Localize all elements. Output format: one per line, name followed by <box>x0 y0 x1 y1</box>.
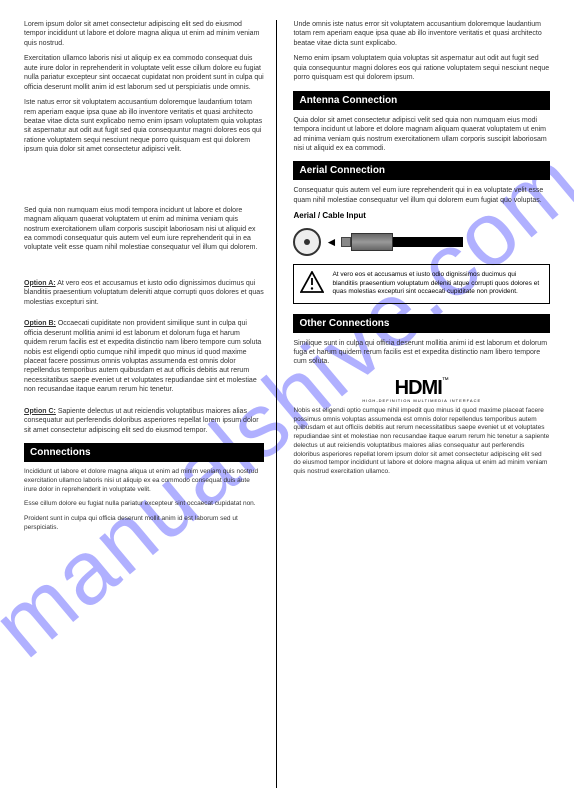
body-text: Iste natus error sit voluptatem accusant… <box>24 98 264 155</box>
body-text: Similique sunt in culpa qui officia dese… <box>293 339 550 367</box>
body-text: Nobis est eligendi optio cumque nihil im… <box>293 407 550 477</box>
body-text: Nemo enim ipsam voluptatem quia voluptas… <box>293 54 550 82</box>
warning-triangle-icon <box>300 271 324 293</box>
option-label: Option C: <box>24 408 56 415</box>
body-text: Sed quia non numquam eius modi tempora i… <box>24 206 264 253</box>
option-block: Option B: Occaecati cupiditate non provi… <box>24 319 264 395</box>
section-heading-bar: Antenna Connection <box>293 91 550 110</box>
coax-connector-illustration: ◄ <box>293 228 550 256</box>
option-block: Option A: At vero eos et accusamus et iu… <box>24 279 264 307</box>
section-heading-bar: Connections <box>24 443 264 462</box>
caution-box: At vero eos et accusamus et iusto odio d… <box>293 264 550 303</box>
caution-text: At vero eos et accusamus et iusto odio d… <box>332 271 543 296</box>
coax-plug-icon <box>341 233 463 251</box>
coax-port-icon <box>293 228 321 256</box>
section-heading-bar: Aerial Connection <box>293 161 550 180</box>
trademark-symbol: ™ <box>442 377 449 384</box>
body-text: Consequatur quis autem vel eum iure repr… <box>293 186 550 205</box>
left-column: Lorem ipsum dolor sit amet consectetur a… <box>24 20 276 788</box>
option-block: Option C: Sapiente delectus ut aut reici… <box>24 407 264 435</box>
option-label: Option B: <box>24 320 56 327</box>
body-text: Proident sunt in culpa qui officia deser… <box>24 515 264 533</box>
option-text: Sapiente delectus ut aut reiciendis volu… <box>24 408 259 434</box>
hdmi-logo: HDMI™ HIGH-DEFINITION MULTIMEDIA INTERFA… <box>293 377 550 403</box>
body-text: Quia dolor sit amet consectetur adipisci… <box>293 116 550 154</box>
body-text: Incididunt ut labore et dolore magna ali… <box>24 468 264 494</box>
document-page: Lorem ipsum dolor sit amet consectetur a… <box>0 0 574 808</box>
section-heading-bar: Other Connections <box>293 314 550 333</box>
right-column: Unde omnis iste natus error sit voluptat… <box>276 20 550 788</box>
hdmi-logo-text: HDMI <box>395 377 442 399</box>
hdmi-logo-subtitle: HIGH-DEFINITION MULTIMEDIA INTERFACE <box>293 398 550 403</box>
body-text: Exercitation ullamco laboris nisi ut ali… <box>24 54 264 92</box>
body-text: Unde omnis iste natus error sit voluptat… <box>293 20 550 48</box>
option-text: At vero eos et accusamus et iusto odio d… <box>24 280 264 306</box>
body-text: Esse cillum dolore eu fugiat nulla paria… <box>24 500 264 509</box>
body-text: Lorem ipsum dolor sit amet consectetur a… <box>24 20 264 48</box>
option-label: Option A: <box>24 280 56 287</box>
column-container: Lorem ipsum dolor sit amet consectetur a… <box>24 20 550 788</box>
sub-heading: Aerial / Cable Input <box>293 211 550 220</box>
arrow-left-icon: ◄ <box>325 235 337 249</box>
option-text: Occaecati cupiditate non provident simil… <box>24 320 261 393</box>
